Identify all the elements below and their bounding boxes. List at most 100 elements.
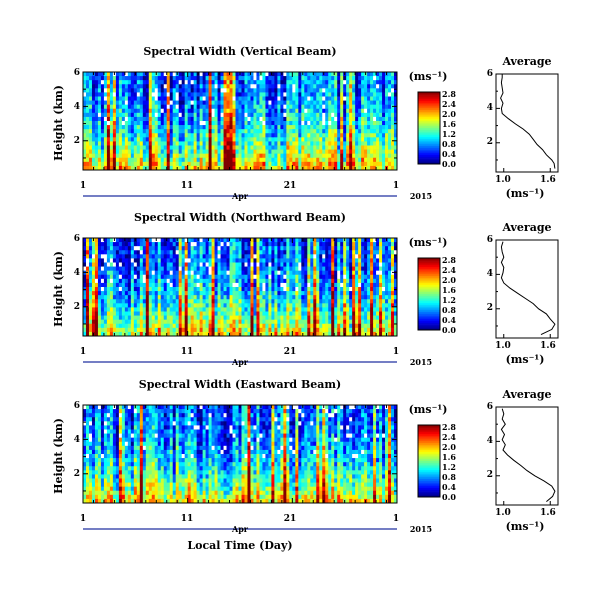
heatmap-cell xyxy=(92,88,95,92)
heatmap-cell xyxy=(388,162,391,166)
heatmap-cell xyxy=(230,299,233,303)
heatmap-cell xyxy=(274,250,277,254)
heatmap-cell xyxy=(191,146,194,150)
heatmap-cell xyxy=(239,258,242,262)
heatmap-cell xyxy=(161,125,164,129)
heatmap-cell xyxy=(125,154,128,158)
heatmap-cell xyxy=(247,113,250,117)
heatmap-cell xyxy=(379,312,382,316)
heatmap-cell xyxy=(283,254,286,258)
heatmap-cell xyxy=(236,275,239,279)
heatmap-cell xyxy=(328,316,331,320)
heatmap-cell xyxy=(349,105,352,109)
heatmap-cell xyxy=(122,320,125,324)
heatmap-cell xyxy=(283,324,286,328)
heatmap-cell xyxy=(140,80,143,84)
heatmap-cell xyxy=(185,109,188,113)
heatmap-cell xyxy=(188,250,191,254)
heatmap-cell xyxy=(277,307,280,311)
heatmap-cell xyxy=(212,88,215,92)
heatmap-cell xyxy=(334,316,337,320)
heatmap-cell xyxy=(250,271,253,275)
heatmap-cell xyxy=(152,316,155,320)
heatmap-cell xyxy=(143,158,146,162)
heatmap-cell xyxy=(227,303,230,307)
heatmap-cell xyxy=(253,271,256,275)
heatmap-cell xyxy=(364,154,367,158)
heatmap-cell xyxy=(137,312,140,316)
heatmap-cell xyxy=(149,320,152,324)
heatmap-cell xyxy=(116,84,119,88)
heatmap-cell xyxy=(104,242,107,246)
heatmap-cell xyxy=(137,109,140,113)
heatmap-cell xyxy=(373,158,376,162)
heatmap-cell xyxy=(218,324,221,328)
heatmap-cell xyxy=(265,275,268,279)
heatmap-cell xyxy=(206,283,209,287)
heatmap-cell xyxy=(361,250,364,254)
heatmap-cell xyxy=(265,76,268,80)
heatmap-cell xyxy=(131,72,134,76)
heatmap-cell xyxy=(143,267,146,271)
heatmap-cell xyxy=(158,242,161,246)
heatmap-cell xyxy=(185,137,188,141)
heatmap-cell xyxy=(340,242,343,246)
heatmap-cell xyxy=(158,258,161,262)
heatmap-cell xyxy=(295,117,298,121)
heatmap-cell xyxy=(89,316,92,320)
heatmap-cell xyxy=(89,125,92,129)
heatmap-cell xyxy=(191,283,194,287)
heatmap-cell xyxy=(185,279,188,283)
heatmap-cell xyxy=(268,267,271,271)
heatmap-cell xyxy=(283,320,286,324)
heatmap-cell xyxy=(268,88,271,92)
heatmap-cell xyxy=(361,299,364,303)
heatmap-cell xyxy=(176,129,179,133)
heatmap-cell xyxy=(322,271,325,275)
heatmap-cell xyxy=(355,113,358,117)
heatmap-cell xyxy=(325,312,328,316)
heatmap-cell xyxy=(218,92,221,96)
heatmap-cell xyxy=(292,271,295,275)
heatmap-cell xyxy=(155,279,158,283)
heatmap-cell xyxy=(262,275,265,279)
heatmap-cell xyxy=(313,307,316,311)
heatmap-cell xyxy=(265,312,268,316)
heatmap-cell xyxy=(218,133,221,137)
heatmap-cell xyxy=(98,150,101,154)
heatmap-cell xyxy=(149,295,152,299)
heatmap-cell xyxy=(334,246,337,250)
heatmap-cell xyxy=(152,121,155,125)
heatmap-cell xyxy=(86,158,89,162)
heatmap-cell xyxy=(376,307,379,311)
heatmap-cell xyxy=(247,125,250,129)
heatmap-cell xyxy=(358,88,361,92)
heatmap-cell xyxy=(388,316,391,320)
heatmap-cell xyxy=(295,88,298,92)
heatmap-cell xyxy=(388,113,391,117)
panel-northward-beam: Spectral Width (Northward Beam) Height (… xyxy=(52,211,558,367)
heatmap-cell xyxy=(197,121,200,125)
heatmap-cell xyxy=(176,312,179,316)
heatmap-cell xyxy=(212,105,215,109)
heatmap-cell xyxy=(203,258,206,262)
heatmap-cell xyxy=(224,250,227,254)
heatmap-cell xyxy=(274,316,277,320)
heatmap-cell xyxy=(119,320,122,324)
heatmap-cell xyxy=(313,88,316,92)
heatmap-cell xyxy=(134,80,137,84)
heatmap-cell xyxy=(274,312,277,316)
heatmap-cell xyxy=(340,291,343,295)
heatmap-cell xyxy=(185,267,188,271)
heatmap-cell xyxy=(289,324,292,328)
heatmap-cell xyxy=(113,295,116,299)
heatmap-cell xyxy=(119,101,122,105)
heatmap-cell xyxy=(340,258,343,262)
heatmap-cell xyxy=(274,238,277,242)
heatmap-cell xyxy=(128,109,131,113)
heatmap-cell xyxy=(265,137,268,141)
heatmap-cell xyxy=(173,312,176,316)
heatmap-cell xyxy=(176,101,179,105)
heatmap-cell xyxy=(179,316,182,320)
heatmap-cell xyxy=(98,238,101,242)
